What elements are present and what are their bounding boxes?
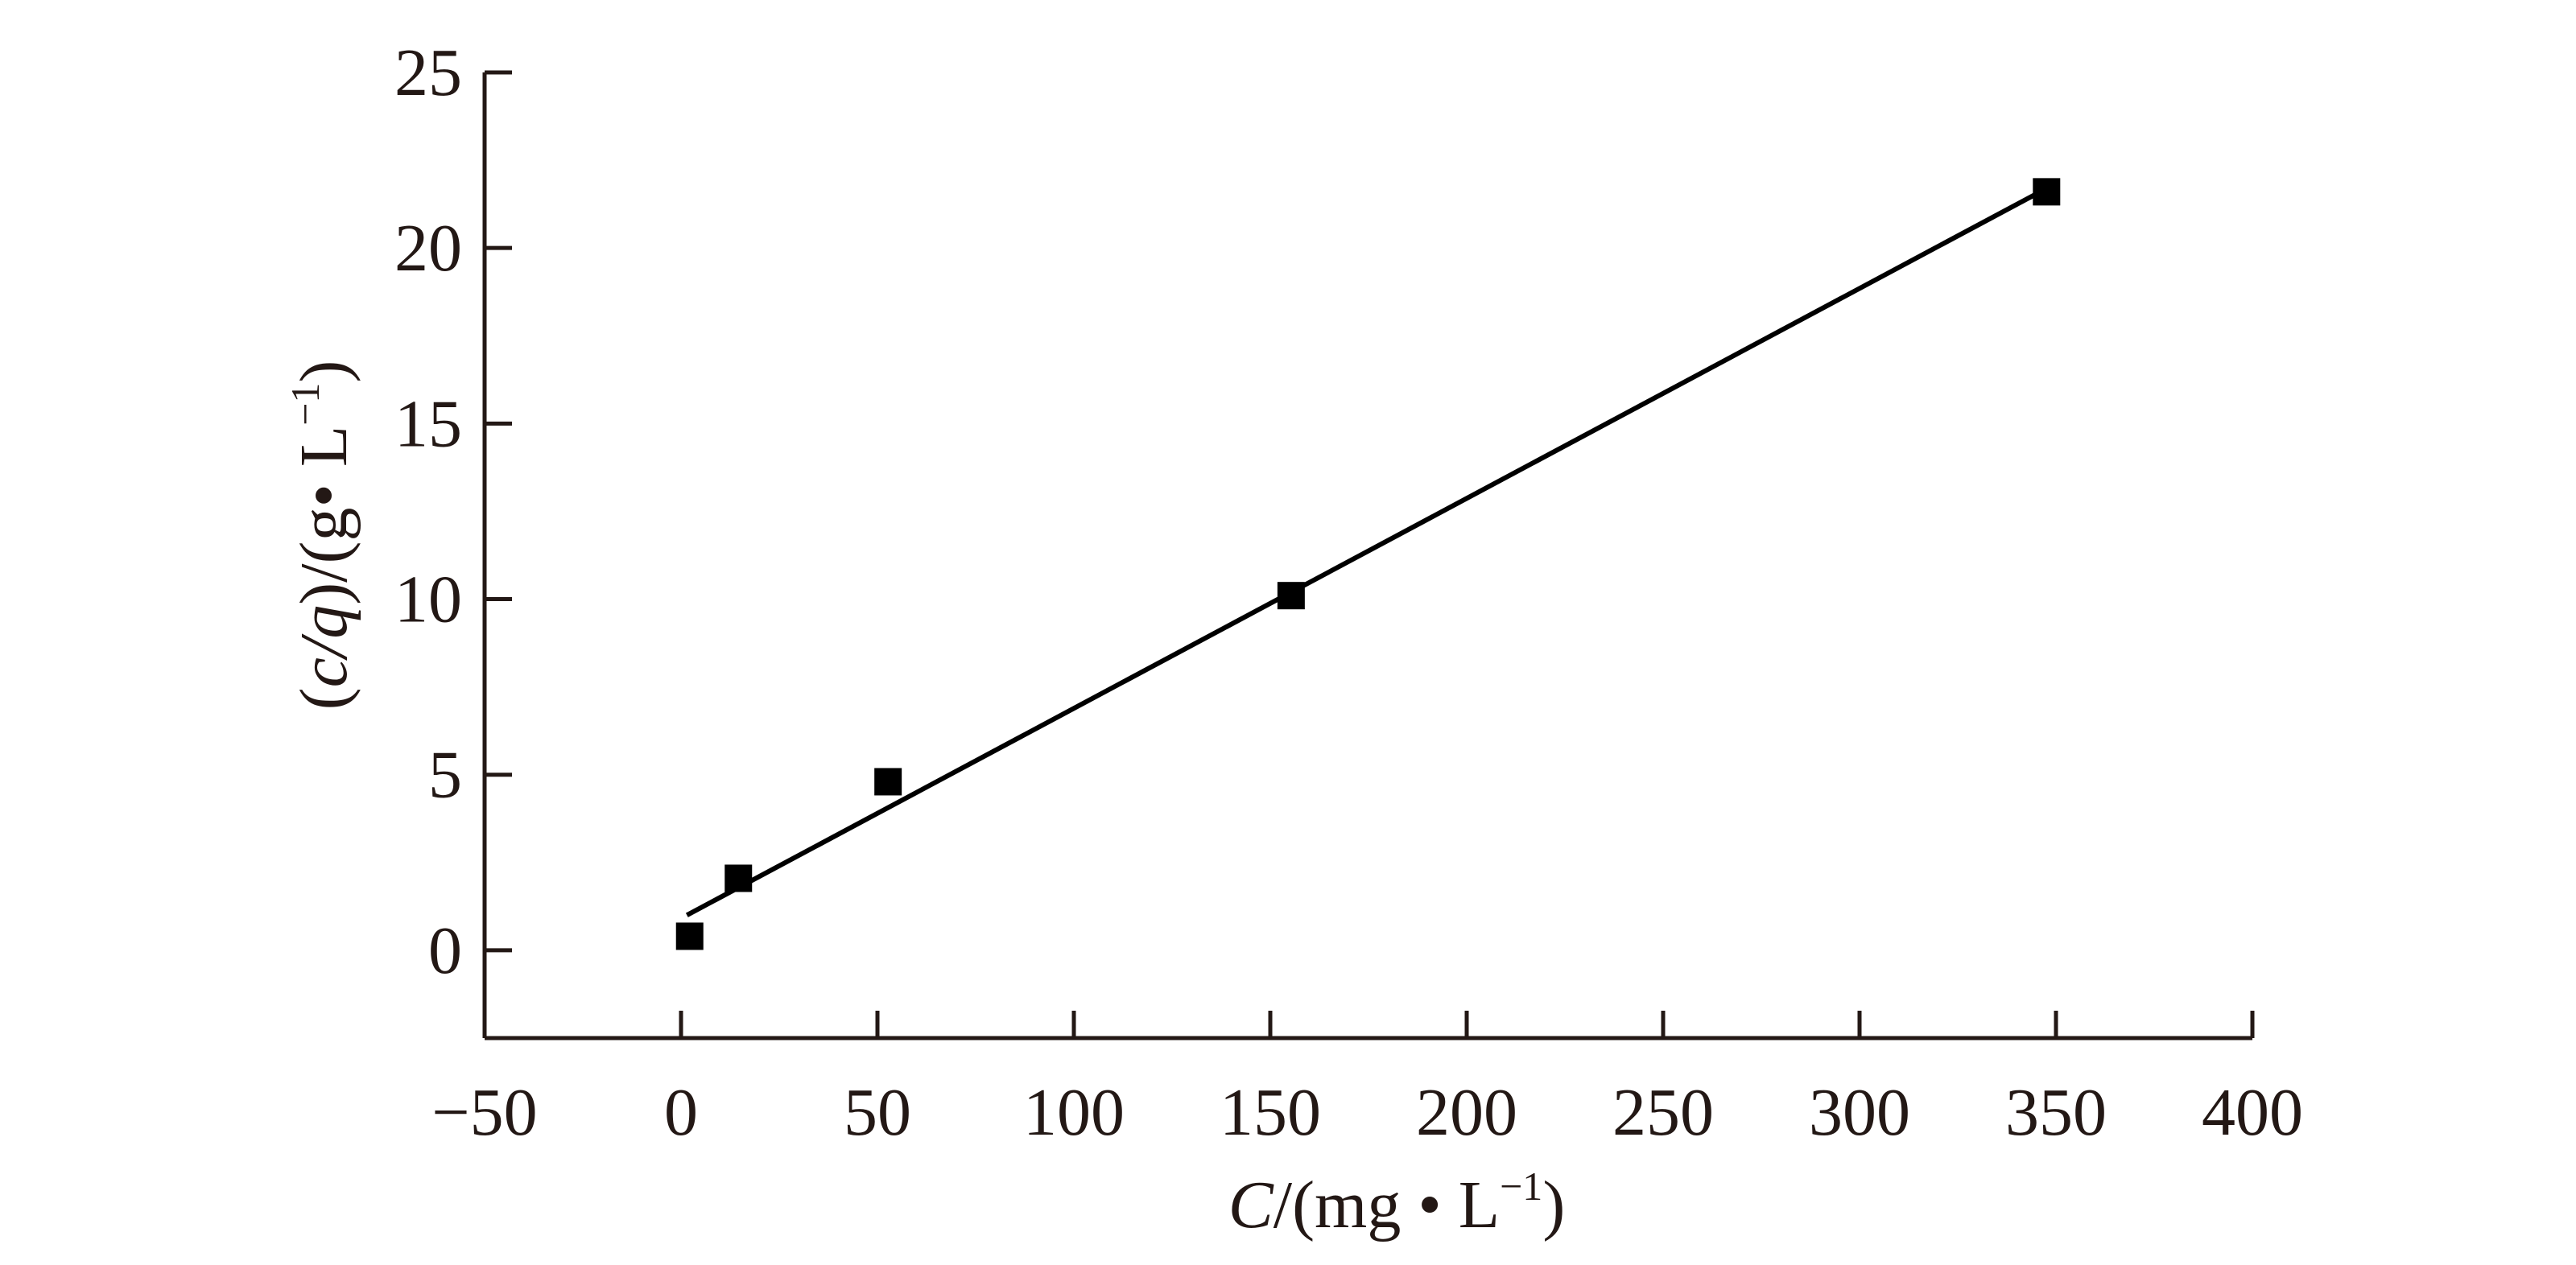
y-tick-label: 5: [428, 738, 462, 813]
y-tick-label: 20: [394, 211, 462, 286]
x-tick-label: 200: [1416, 1075, 1517, 1150]
axes: [482, 72, 2252, 1040]
y-tick-label: 25: [394, 35, 462, 110]
data-point: [724, 864, 753, 892]
x-tick-label: 100: [1023, 1075, 1125, 1150]
data-point: [675, 922, 704, 950]
x-axis-title: C/(mg • L−1): [1228, 1164, 1566, 1242]
y-axis-paren: (: [287, 687, 361, 710]
fit-line: [685, 189, 2041, 917]
x-ticks: −50 0 50 100 150 200 250 300 350 400: [431, 1011, 2303, 1150]
x-axis-unit-close: ): [1542, 1168, 1565, 1242]
x-tick-label: 300: [1809, 1075, 1910, 1150]
x-axis-var: C: [1228, 1168, 1274, 1242]
y-tick-label: 0: [428, 913, 462, 988]
x-tick-label: 400: [2202, 1075, 2303, 1150]
data-point: [874, 768, 902, 796]
y-tick-label: 10: [394, 562, 462, 637]
y-tick-label: 15: [394, 386, 462, 461]
data-point: [1277, 582, 1305, 610]
x-tick-label: 0: [664, 1075, 698, 1150]
y-axis-title: (c/q)/(g• L−1): [283, 361, 361, 711]
plot-area: [675, 178, 2061, 950]
x-tick-label: 250: [1612, 1075, 1714, 1150]
x-tick-label: 150: [1220, 1075, 1321, 1150]
x-axis-unit: /(mg • L: [1274, 1168, 1500, 1242]
y-axis-unit-exponent: −1: [283, 383, 328, 426]
x-tick-label: 350: [2005, 1075, 2107, 1150]
y-axis-unit: )/(g• L: [287, 426, 361, 605]
x-tick-label: 50: [844, 1075, 911, 1150]
x-tick-label: −50: [431, 1075, 537, 1150]
x-axis-unit-exponent: −1: [1500, 1164, 1542, 1209]
y-axis-unit-close: ): [287, 361, 361, 383]
y-axis-var: c/q: [287, 605, 361, 688]
y-ticks: 0 5 10 15 20 25: [394, 35, 512, 988]
data-point: [2033, 178, 2061, 206]
